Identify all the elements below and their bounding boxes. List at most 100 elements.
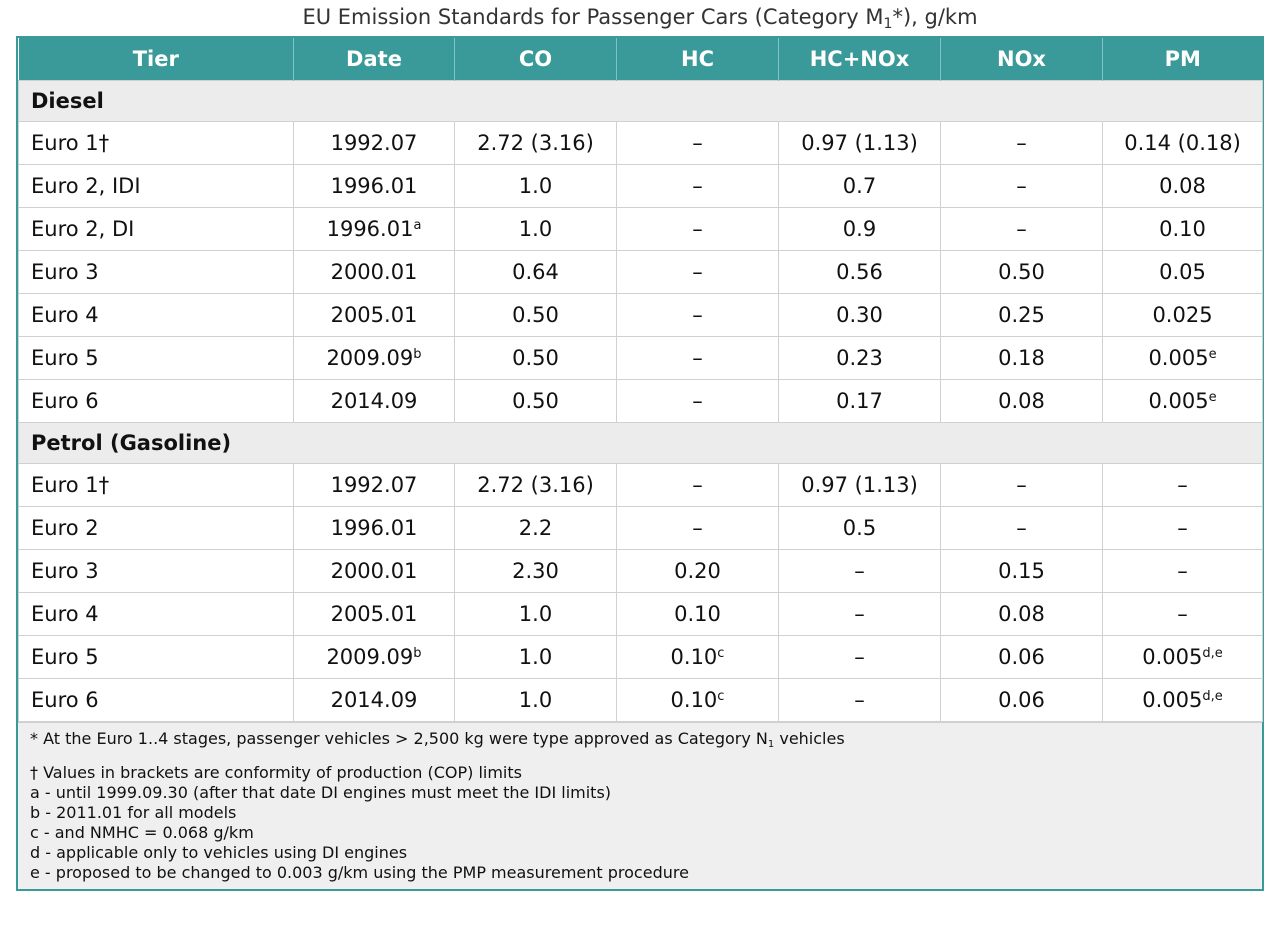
cell-nox: 0.08 [940, 592, 1103, 636]
cell-tier: Euro 1† [18, 121, 294, 165]
cell-date: 2009.09b [293, 336, 455, 380]
cell-nox: – [940, 207, 1103, 251]
cell-hc: – [616, 293, 779, 337]
footnote-d: d - applicable only to vehicles using DI… [30, 843, 408, 862]
footnote-text: * At the Euro 1..4 stages, passenger veh… [30, 729, 768, 748]
cell-value: 2000.01 [330, 260, 418, 284]
header-row: Tier Date CO HC HC+NOx NOx PM [18, 38, 1263, 81]
cell-date: 2005.01 [293, 592, 455, 636]
cell-date: 2000.01 [293, 549, 455, 593]
footnote-marker: d,e [1202, 646, 1223, 661]
cell-value: 0.005 [1148, 346, 1209, 370]
cell-date: 1992.07 [293, 121, 455, 165]
cell-value: 0.50 [512, 346, 559, 370]
footnote-marker: a [413, 218, 422, 233]
table-title-text: EU Emission Standards for Passenger Cars… [302, 5, 884, 29]
cell-value: 2.30 [512, 559, 559, 583]
cell-hc-nox: 0.97 (1.13) [778, 121, 941, 165]
cell-value: Euro 1† [31, 131, 110, 155]
cell-value: 1996.01 [330, 516, 418, 540]
table-title-subscript: 1 [883, 16, 893, 32]
cell-value: – [692, 174, 703, 198]
cell-value: 0.08 [998, 602, 1045, 626]
cell-value: 0.10 [670, 688, 718, 712]
cell-value: 0.97 (1.13) [801, 473, 918, 497]
cell-hc-nox: 0.9 [778, 207, 941, 251]
cell-value: 2000.01 [330, 559, 418, 583]
cell-hc-nox: – [778, 549, 941, 593]
cell-pm: – [1102, 463, 1263, 507]
cell-value: Euro 1† [31, 473, 110, 497]
table-row: Euro 5 2009.09b 0.50 – 0.23 0.18 0.005e [18, 336, 1263, 380]
cell-value: 2005.01 [330, 602, 418, 626]
cell-value: 0.50 [512, 303, 559, 327]
cell-value: Euro 2, IDI [31, 174, 141, 198]
cell-value: 0.05 [1159, 260, 1206, 284]
cell-hc: 0.10c [616, 678, 779, 722]
cell-pm: 0.10 [1102, 207, 1263, 251]
cell-value: 1992.07 [330, 473, 418, 497]
group-row: Petrol (Gasoline) [18, 422, 1263, 464]
cell-hc-nox: 0.7 [778, 164, 941, 208]
cell-hc-nox: 0.56 [778, 250, 941, 294]
column-header-pm: PM [1102, 38, 1263, 81]
table-row: Euro 3 2000.01 2.30 0.20 – 0.15 – [18, 549, 1263, 593]
cell-pm: 0.05 [1102, 250, 1263, 294]
cell-value: 0.9 [842, 217, 877, 241]
footnote-marker: c [717, 689, 725, 704]
cell-value: 0.005 [1142, 688, 1203, 712]
cell-value: – [1177, 516, 1188, 540]
column-header-nox: NOx [940, 38, 1103, 81]
cell-nox: 0.18 [940, 336, 1103, 380]
cell-pm: 0.14 (0.18) [1102, 121, 1263, 165]
cell-date: 2000.01 [293, 250, 455, 294]
cell-value: 0.005 [1142, 645, 1203, 669]
cell-value: 0.18 [998, 346, 1045, 370]
cell-tier: Euro 2, DI [18, 207, 294, 251]
cell-value: 0.64 [512, 260, 559, 284]
cell-nox: – [940, 463, 1103, 507]
footnote-a: a - until 1999.09.30 (after that date DI… [30, 783, 612, 802]
cell-value: 0.06 [998, 645, 1045, 669]
cell-value: 0.17 [836, 389, 883, 413]
table-row: Euro 1† 1992.07 2.72 (3.16) – 0.97 (1.13) – – [18, 463, 1263, 507]
cell-value: – [692, 260, 703, 284]
cell-tier: Euro 5 [18, 336, 294, 380]
cell-value: 0.50 [512, 389, 559, 413]
cell-nox: – [940, 506, 1103, 550]
cell-tier: Euro 4 [18, 592, 294, 636]
footnote-marker: e [1208, 390, 1217, 405]
table-row: Euro 4 2005.01 1.0 0.10 – 0.08 – [18, 592, 1263, 636]
column-header-date: Date [293, 38, 455, 81]
cell-value: 2.2 [518, 516, 553, 540]
cell-date: 1996.01 [293, 506, 455, 550]
footnote-e: e - proposed to be changed to 0.003 g/km… [30, 863, 689, 882]
column-header-co: CO [454, 38, 617, 81]
cell-value: Euro 4 [31, 602, 99, 626]
cell-pm: 0.005e [1102, 379, 1263, 423]
cell-tier: Euro 4 [18, 293, 294, 337]
cell-value: 1.0 [518, 688, 553, 712]
footnote-marker: c [717, 646, 725, 661]
footnote-marker: b [413, 347, 422, 362]
cell-co: 0.50 [454, 293, 617, 337]
cell-value: 0.15 [998, 559, 1045, 583]
cell-tier: Euro 2 [18, 506, 294, 550]
cell-value: – [692, 389, 703, 413]
footnote-c: c - and NMHC = 0.068 g/km [30, 823, 254, 842]
cell-value: – [1177, 559, 1188, 583]
cell-pm: – [1102, 592, 1263, 636]
cell-nox: 0.06 [940, 678, 1103, 722]
table-row: Euro 6 2014.09 1.0 0.10c – 0.06 0.005d,e [18, 678, 1263, 722]
cell-value: 0.005 [1148, 389, 1209, 413]
table-body: Diesel Euro 1† 1992.07 2.72 (3.16) – 0.97 (1.… [18, 80, 1263, 722]
cell-tier: Euro 5 [18, 635, 294, 679]
column-header-tier: Tier [18, 38, 294, 81]
footnote-marker: e [1208, 347, 1217, 362]
cell-value: 0.06 [998, 688, 1045, 712]
table-row: Euro 1† 1992.07 2.72 (3.16) – 0.97 (1.13) – 0.… [18, 121, 1263, 165]
cell-value: 2.72 (3.16) [477, 131, 594, 155]
cell-tier: Euro 6 [18, 379, 294, 423]
cell-hc-nox: – [778, 635, 941, 679]
cell-value: 0.56 [836, 260, 883, 284]
